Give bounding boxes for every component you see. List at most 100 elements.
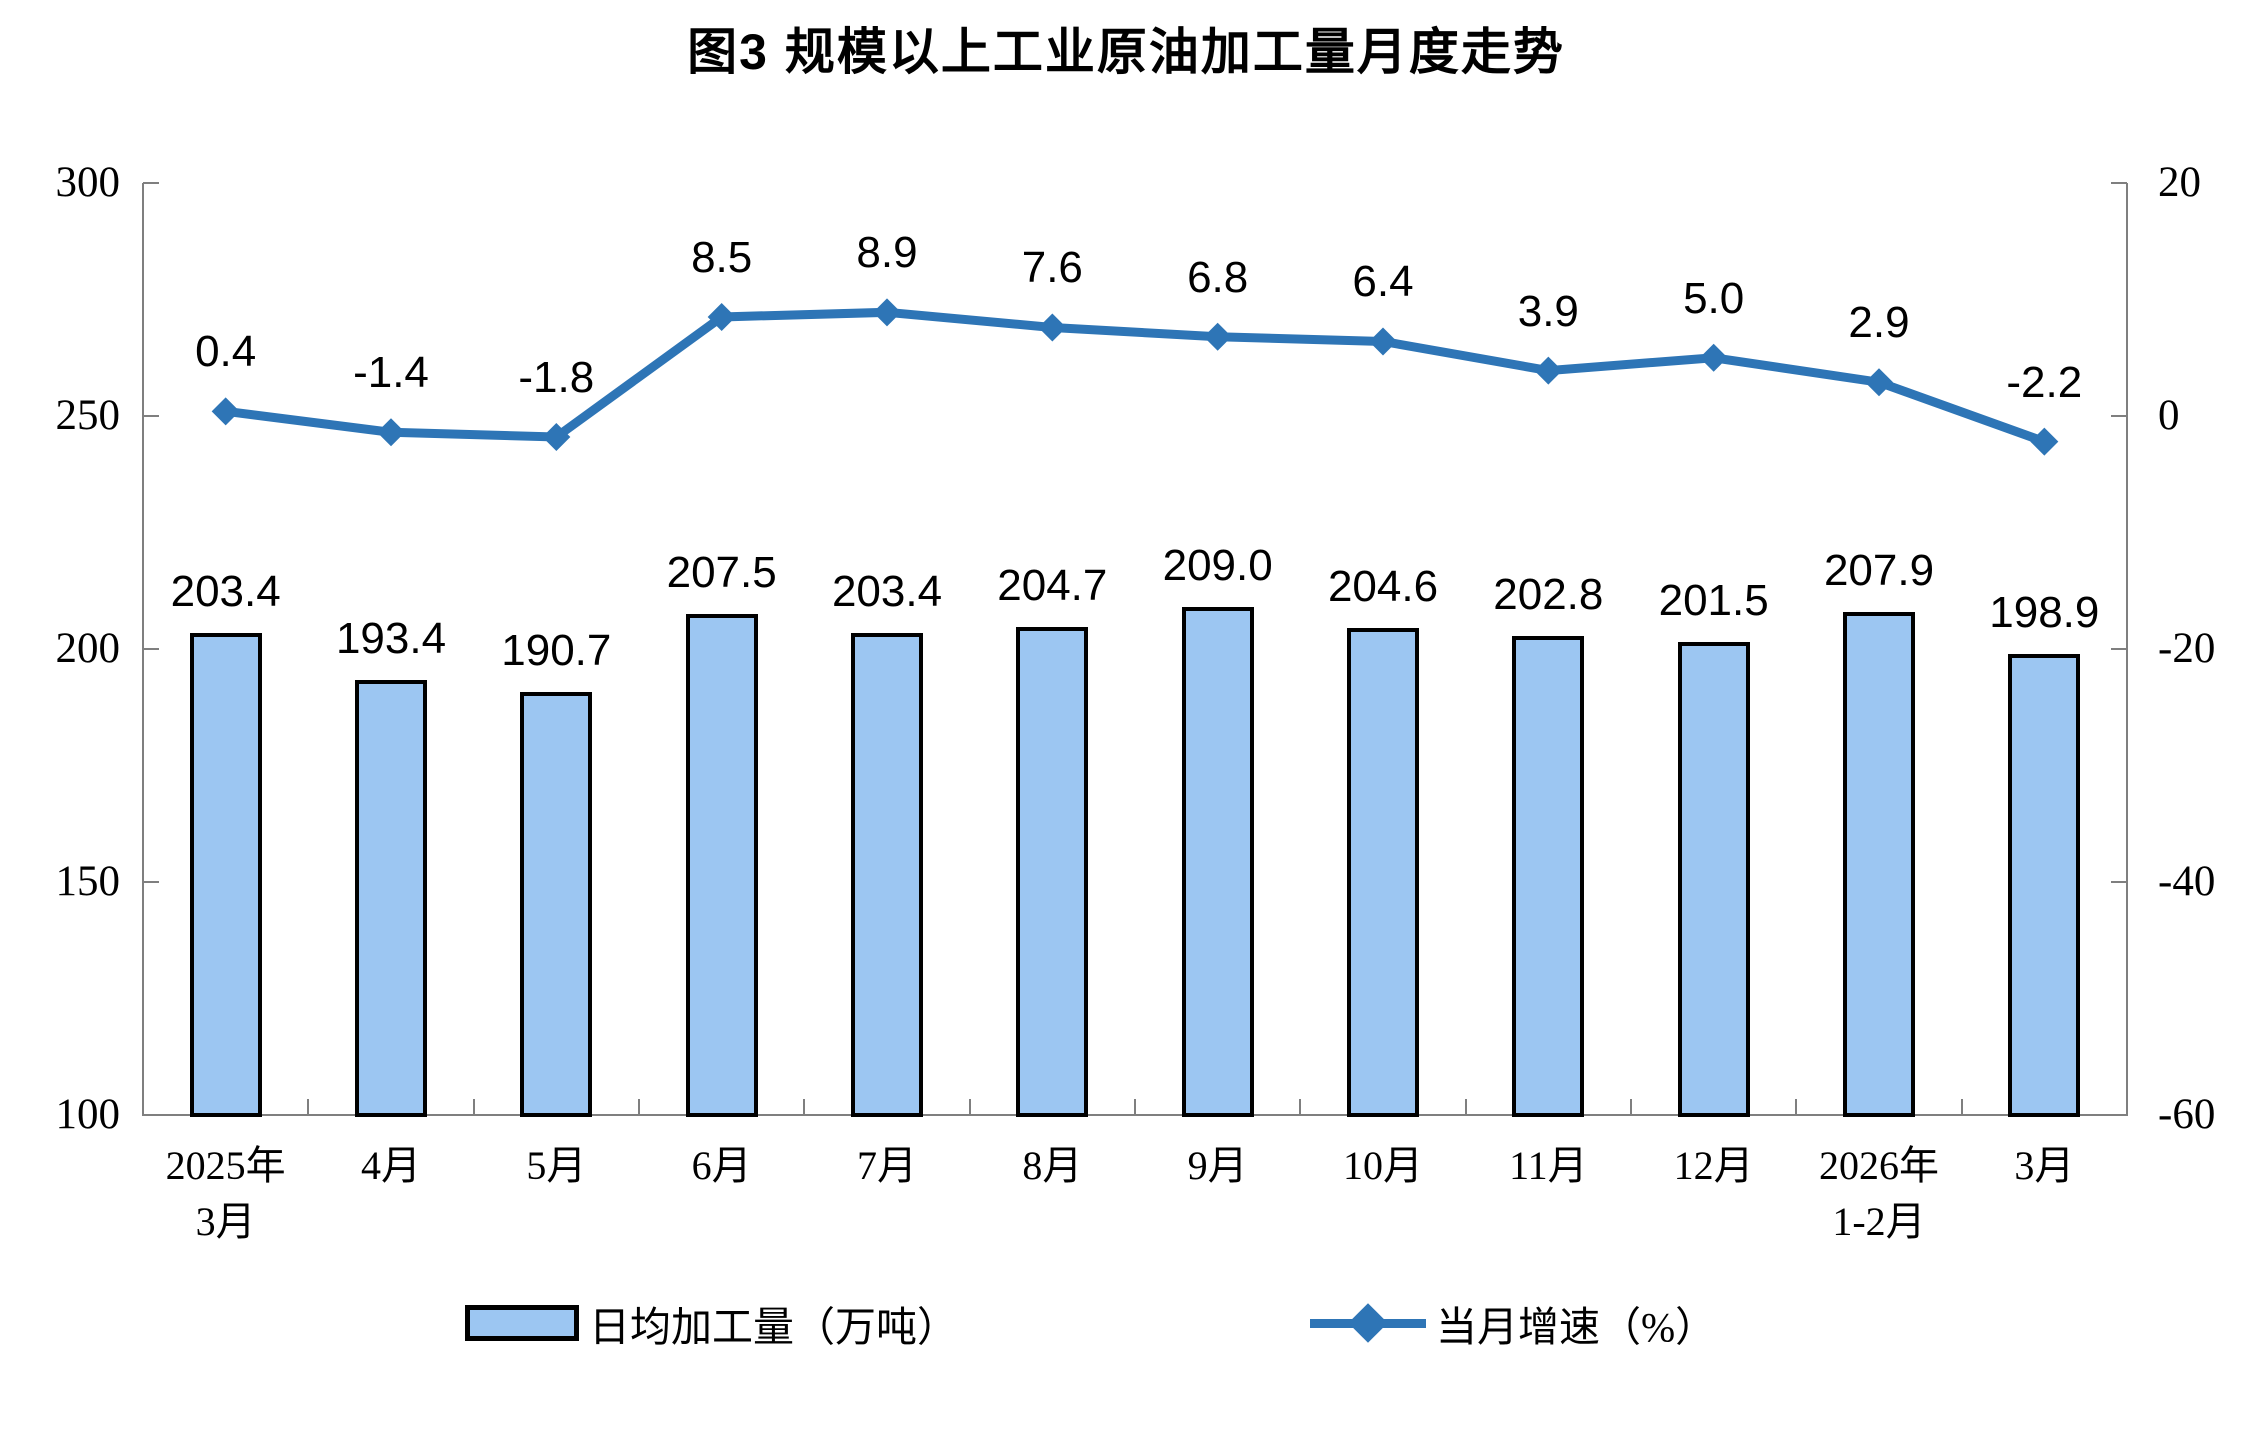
line-series-marker-icon [1310, 1298, 1426, 1348]
bar [2008, 654, 2081, 1117]
bar [1677, 642, 1750, 1117]
x-category-label-line: 2025年 [165, 1143, 286, 1188]
x-category-label-line: 8月 [1022, 1143, 1083, 1188]
x-axis-boundary-tick [968, 1099, 971, 1115]
chart-title: 图3 规模以上工业原油加工量月度走势 [687, 24, 1565, 80]
line-point-diamond-marker [1369, 327, 1397, 356]
bar-value-label: 201.5 [1658, 576, 1769, 625]
right-axis-tick [2111, 415, 2127, 417]
bar [1843, 612, 1915, 1117]
legend-item-line-series: 当月增速（%） [1310, 1298, 1716, 1350]
bar-value-label: 204.6 [1327, 561, 1439, 611]
line-point-diamond-marker [707, 302, 736, 331]
x-axis-boundary-tick [1630, 1099, 1632, 1115]
right-axis-tick [2111, 182, 2127, 184]
line-point-diamond-marker [2030, 427, 2059, 456]
left-axis-tick [143, 648, 159, 650]
trend-line-path [225, 307, 2046, 446]
x-category-label-line: 5月 [526, 1143, 587, 1188]
bar-value-label: 203.4 [170, 567, 281, 617]
right-axis-line [2126, 183, 2128, 1116]
right-axis-tick-label: -20 [2158, 625, 2216, 672]
line-point-diamond-marker [1203, 322, 1232, 351]
line-value-label: -2.2 [2006, 357, 2083, 407]
x-category-label-line: 12月 [1673, 1143, 1754, 1188]
bar-value-label: 207.9 [1823, 546, 1935, 596]
x-axis-boundary-tick [1134, 1099, 1136, 1115]
bar [355, 679, 427, 1117]
x-axis-boundary-tick [1299, 1099, 1302, 1115]
x-axis-boundary-tick [307, 1099, 310, 1115]
line-point-diamond-marker [542, 422, 571, 451]
bar-value-label: 204.7 [997, 561, 1108, 611]
legend-bar-label: 日均加工量（万吨） [589, 1304, 958, 1350]
right-axis-tick-label: 20 [2158, 159, 2201, 206]
bar [851, 633, 923, 1117]
x-axis-boundary-tick [1464, 1099, 1467, 1115]
left-axis-tick [143, 415, 159, 417]
line-point-diamond-marker [1865, 368, 1893, 397]
x-category-label-line: 7月 [857, 1143, 917, 1188]
left-axis-tick-label: 300 [55, 159, 121, 206]
right-axis-tick [2111, 881, 2127, 883]
line-point-diamond-marker [1699, 343, 1728, 372]
left-axis-tick [143, 1114, 159, 1116]
right-axis-tick-label: -40 [2158, 858, 2216, 905]
x-category-label-line: 4月 [361, 1143, 421, 1188]
x-category-label: 12月 [1624, 1138, 1804, 1194]
x-category-label: 10月 [1293, 1138, 1473, 1194]
x-category-label-line: 9月 [1187, 1143, 1248, 1188]
x-category-label: 9月 [1128, 1138, 1308, 1194]
line-point-diamond-marker [377, 418, 405, 447]
legend-line-diamond [1348, 1303, 1388, 1343]
x-category-label: 8月 [962, 1138, 1142, 1194]
x-category-label: 3月 [1954, 1138, 2134, 1194]
bar [520, 692, 593, 1117]
x-axis-boundary-tick [803, 1099, 806, 1115]
x-category-label: 11月 [1458, 1138, 1638, 1194]
line-value-label: -1.4 [353, 348, 429, 398]
right-axis-tick-label: 0 [2158, 392, 2180, 439]
x-category-label-line: 3月 [195, 1199, 256, 1244]
left-axis-tick-label: 150 [55, 858, 121, 905]
x-category-label-line: 1-2月 [1832, 1199, 1926, 1244]
x-axis-boundary-tick [1960, 1099, 1963, 1115]
line-point-diamond-marker [1534, 356, 1563, 385]
right-axis-tick [2111, 648, 2127, 650]
x-category-label-line: 6月 [691, 1143, 752, 1188]
legend-item-bar-series: 日均加工量（万吨） [465, 1298, 958, 1350]
line-point-diamond-marker [1038, 313, 1067, 342]
x-category-label: 7月 [797, 1138, 977, 1194]
left-axis-tick-label: 100 [55, 1091, 121, 1138]
x-category-label: 2026年 1-2月 [1789, 1138, 1969, 1250]
line-value-label: 6.4 [1352, 257, 1414, 307]
x-axis-boundary-tick [1795, 1099, 1798, 1115]
line-value-label: 0.4 [195, 327, 257, 377]
right-axis-tick [2111, 1114, 2127, 1116]
x-axis-line [142, 1114, 2128, 1116]
line-value-label: 8.5 [691, 232, 753, 282]
bar-series-swatch-icon [465, 1305, 579, 1341]
x-category-label-line: 2026年 [1819, 1143, 1939, 1188]
x-axis-boundary-tick [472, 1099, 475, 1115]
x-axis-boundary-tick [638, 1099, 640, 1115]
bar [189, 633, 262, 1117]
x-category-label-line: 3月 [2014, 1143, 2075, 1188]
line-value-label: -1.8 [518, 352, 595, 402]
bar-value-label: 202.8 [1493, 569, 1604, 619]
bar [1347, 627, 1419, 1117]
bar [1181, 607, 1254, 1117]
line-value-label: 6.8 [1187, 252, 1249, 302]
line-value-label: 8.9 [856, 228, 918, 278]
x-category-label-line: 10月 [1343, 1143, 1423, 1188]
left-axis-tick [143, 881, 159, 883]
bar-value-label: 198.9 [1989, 588, 2100, 638]
x-category-label-line: 11月 [1509, 1143, 1588, 1188]
chart-legend: 日均加工量（万吨） 当月增速（%） [0, 1298, 2252, 1350]
bar-value-label: 207.5 [666, 548, 777, 598]
x-category-label: 6月 [632, 1138, 812, 1194]
line-point-diamond-marker [873, 298, 901, 327]
line-value-label: 2.9 [1848, 298, 1910, 348]
